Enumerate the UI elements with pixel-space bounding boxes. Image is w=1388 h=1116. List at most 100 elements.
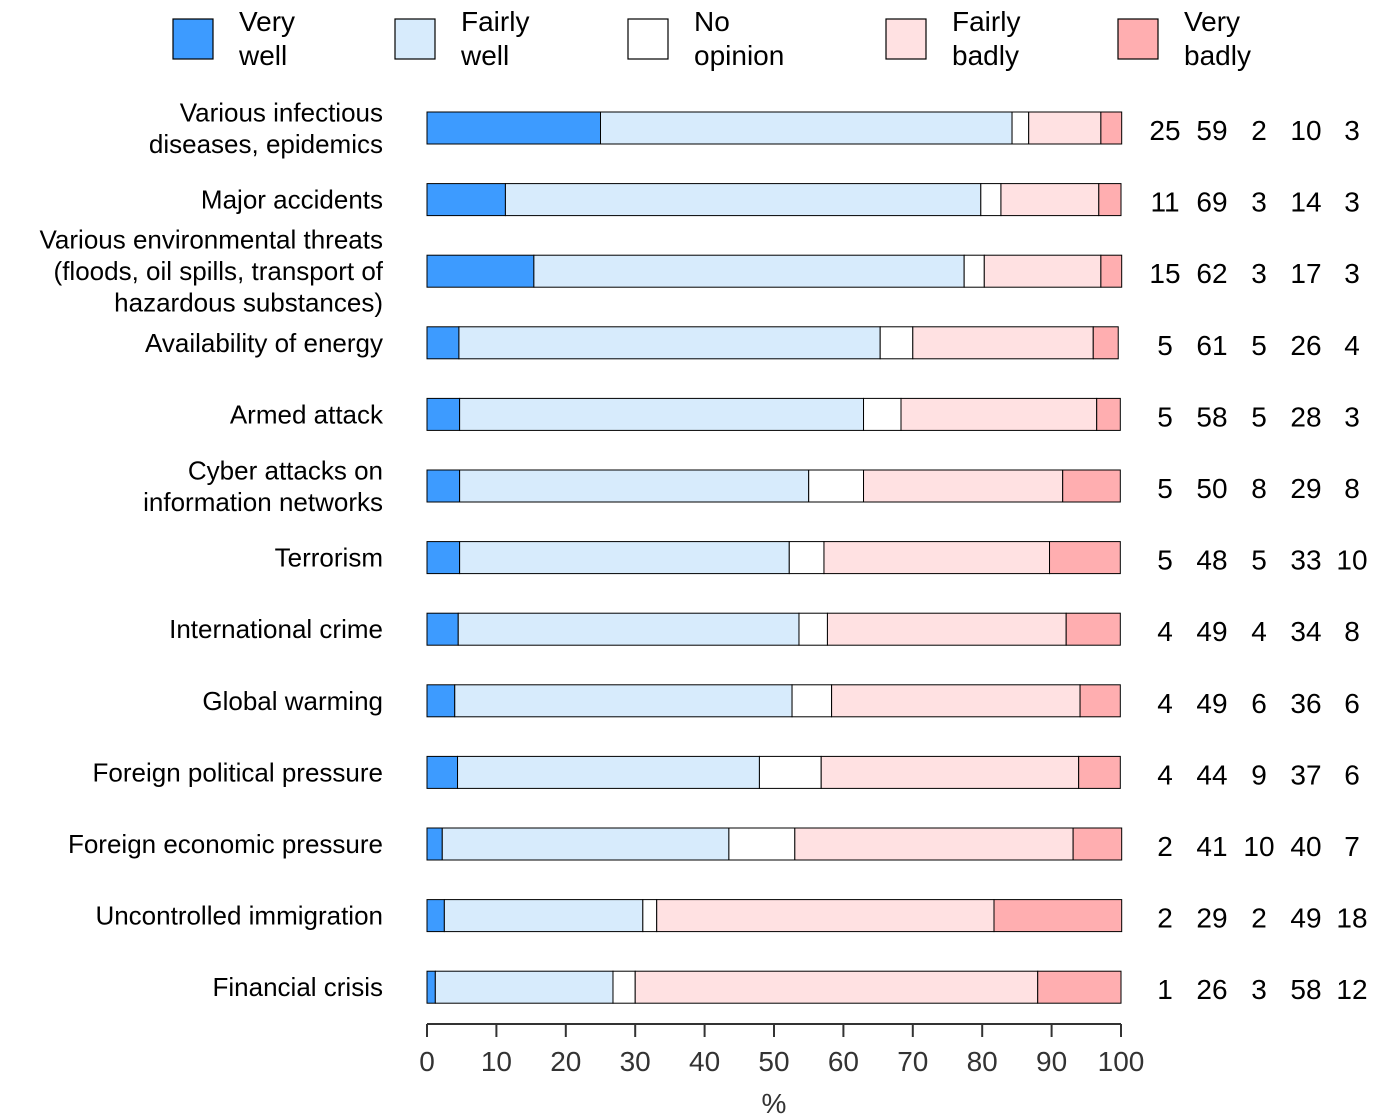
value-label-foreign-economic-pressure-fairly-badly: 40: [1290, 831, 1321, 862]
category-label-armed-attack: Armed attack: [230, 399, 384, 429]
bar-segment-various-infectious-diseases-epidemics-fairly-well: [600, 111, 1013, 145]
legend-label-line: Very: [1184, 6, 1240, 37]
bars: [426, 111, 1123, 1004]
bar-segment-availability-of-energy-fairly-badly: [912, 326, 1094, 360]
value-label-foreign-political-pressure-very-badly: 6: [1344, 759, 1360, 790]
value-labels: 25 59 2 10 311 69 3 14 315 62 3 17 35 61 5 26 45 58 5 28 35 5…: [1149, 115, 1367, 1005]
category-label-global-warming: Global warming: [202, 686, 383, 716]
category-label-major-accidents: Major accidents: [201, 185, 383, 215]
value-label-availability-of-energy-very-well: 5: [1157, 330, 1173, 361]
bar-segment-global-warming-fairly-well: [454, 684, 793, 718]
legend-label-line: opinion: [694, 40, 784, 71]
value-label-armed-attack-fairly-well: 58: [1196, 401, 1227, 432]
legend-label-line: No: [694, 6, 730, 37]
x-tick-label-30: 30: [620, 1046, 651, 1077]
value-label-major-accidents-no-opinion: 3: [1251, 187, 1267, 218]
value-label-foreign-economic-pressure-no-opinion: 10: [1243, 831, 1274, 862]
value-label-various-environmental-threats-floods-oil-spills-transport-of-hazardous-substances-very-well: 15: [1149, 258, 1180, 289]
value-label-cyber-attacks-on-information-networks-fairly-badly: 29: [1290, 473, 1321, 504]
bar-segment-cyber-attacks-on-information-networks-very-badly: [1062, 469, 1121, 503]
bar-segment-terrorism-very-badly: [1049, 541, 1121, 575]
bar-segment-uncontrolled-immigration-very-well: [426, 899, 445, 933]
bar-segment-uncontrolled-immigration-fairly-badly: [656, 899, 995, 933]
value-label-international-crime-fairly-badly: 34: [1290, 616, 1321, 647]
category-label-line: Terrorism: [275, 543, 383, 573]
legend-swatch: [1117, 18, 1159, 60]
value-label-foreign-economic-pressure-fairly-well: 41: [1196, 831, 1227, 862]
bar-segment-international-crime-fairly-well: [457, 612, 800, 646]
legend-label: No opinion: [694, 6, 784, 71]
bar-segment-various-environmental-threats-floods-oil-spills-transport-of-hazardous-substances-very-badly: [1100, 254, 1123, 288]
category-label-line: (floods, oil spills, transport of: [54, 256, 384, 286]
value-label-availability-of-energy-no-opinion: 5: [1251, 330, 1267, 361]
bar-segment-availability-of-energy-very-badly: [1092, 326, 1119, 360]
value-label-armed-attack-very-badly: 3: [1344, 401, 1360, 432]
bar-segment-foreign-political-pressure-no-opinion: [758, 755, 822, 789]
x-tick-label-100: 100: [1098, 1046, 1145, 1077]
legend-label: Fairly well: [460, 6, 529, 71]
value-label-global-warming-no-opinion: 6: [1251, 688, 1267, 719]
value-label-international-crime-very-well: 4: [1157, 616, 1173, 647]
bar-segment-various-environmental-threats-floods-oil-spills-transport-of-hazardous-substances-fairly-badly: [983, 254, 1102, 288]
x-axis: % 0 10 20 30 40 50 60 70 80 90 100: [419, 1023, 1145, 1116]
value-label-terrorism-very-well: 5: [1157, 545, 1173, 576]
value-label-major-accidents-fairly-well: 69: [1196, 187, 1227, 218]
bar-segment-international-crime-no-opinion: [798, 612, 828, 646]
bar-segment-armed-attack-very-well: [426, 397, 461, 431]
value-label-various-infectious-diseases-epidemics-fairly-well: 59: [1196, 115, 1227, 146]
bar-segment-various-infectious-diseases-epidemics-very-well: [426, 111, 601, 145]
category-label-terrorism: Terrorism: [275, 543, 383, 573]
bar-segment-armed-attack-very-badly: [1096, 397, 1121, 431]
category-label-cyber-attacks-on-information-networks: Cyber attacks on information networks: [143, 455, 383, 517]
value-label-terrorism-no-opinion: 5: [1251, 545, 1267, 576]
bar-segment-various-infectious-diseases-epidemics-no-opinion: [1011, 111, 1030, 145]
value-label-availability-of-energy-fairly-badly: 26: [1290, 330, 1321, 361]
value-label-armed-attack-very-well: 5: [1157, 401, 1173, 432]
bar-segment-foreign-political-pressure-very-well: [426, 755, 459, 789]
legend-swatch: [627, 18, 669, 60]
bar-segment-financial-crisis-very-badly: [1037, 970, 1122, 1004]
bar-segment-terrorism-very-well: [426, 541, 461, 575]
legend-item-very-well: Very well: [172, 6, 295, 71]
value-label-international-crime-very-badly: 8: [1344, 616, 1360, 647]
legend: Very well Fairly well No opinion Fairly badly Ve…: [172, 6, 1251, 71]
value-label-international-crime-no-opinion: 4: [1251, 616, 1267, 647]
legend-label: Very badly: [1184, 6, 1251, 71]
legend-swatch: [172, 18, 214, 60]
bar-segment-cyber-attacks-on-information-networks-fairly-badly: [863, 469, 1064, 503]
value-label-cyber-attacks-on-information-networks-very-well: 5: [1157, 473, 1173, 504]
bar-segment-global-warming-very-well: [426, 684, 456, 718]
bar-segment-financial-crisis-fairly-badly: [634, 970, 1039, 1004]
value-label-armed-attack-fairly-badly: 28: [1290, 401, 1321, 432]
value-label-armed-attack-no-opinion: 5: [1251, 401, 1267, 432]
value-label-financial-crisis-very-badly: 12: [1336, 974, 1367, 1005]
value-label-uncontrolled-immigration-very-badly: 18: [1336, 903, 1367, 934]
value-label-terrorism-fairly-well: 48: [1196, 545, 1227, 576]
bar-segment-uncontrolled-immigration-very-badly: [993, 899, 1123, 933]
value-label-global-warming-very-badly: 6: [1344, 688, 1360, 719]
legend-item-fairly-badly: Fairly badly: [885, 6, 1020, 71]
x-tick-label-0: 0: [419, 1046, 435, 1077]
category-label-line: Various infectious: [180, 97, 383, 127]
category-label-line: Major accidents: [201, 185, 383, 215]
value-label-major-accidents-very-badly: 3: [1344, 187, 1360, 218]
bar-segment-various-environmental-threats-floods-oil-spills-transport-of-hazardous-substances-very-well: [426, 254, 535, 288]
bar-segment-various-environmental-threats-floods-oil-spills-transport-of-hazardous-substances-no-opinion: [963, 254, 985, 288]
bar-segment-uncontrolled-immigration-no-opinion: [642, 899, 658, 933]
value-label-uncontrolled-immigration-very-well: 2: [1157, 903, 1173, 934]
legend-label-line: badly: [952, 40, 1019, 71]
x-tick-label-20: 20: [550, 1046, 581, 1077]
bar-segment-terrorism-fairly-badly: [823, 541, 1051, 575]
bar-segment-international-crime-very-badly: [1065, 612, 1121, 646]
category-label-line: Various environmental threats: [40, 225, 383, 255]
value-label-financial-crisis-no-opinion: 3: [1251, 974, 1267, 1005]
bar-segment-uncontrolled-immigration-fairly-well: [443, 899, 644, 933]
category-labels: Various infectious diseases, epidemics Maj…: [40, 97, 384, 1002]
value-label-various-environmental-threats-floods-oil-spills-transport-of-hazardous-substances-no-opinion: 3: [1251, 258, 1267, 289]
bar-segment-foreign-political-pressure-fairly-badly: [820, 755, 1080, 789]
bar-segment-foreign-political-pressure-very-badly: [1078, 755, 1121, 789]
bar-segment-major-accidents-very-well: [426, 183, 506, 217]
category-label-line: Foreign political pressure: [93, 757, 383, 787]
value-label-various-infectious-diseases-epidemics-no-opinion: 2: [1251, 115, 1267, 146]
bar-segment-availability-of-energy-fairly-well: [458, 326, 881, 360]
